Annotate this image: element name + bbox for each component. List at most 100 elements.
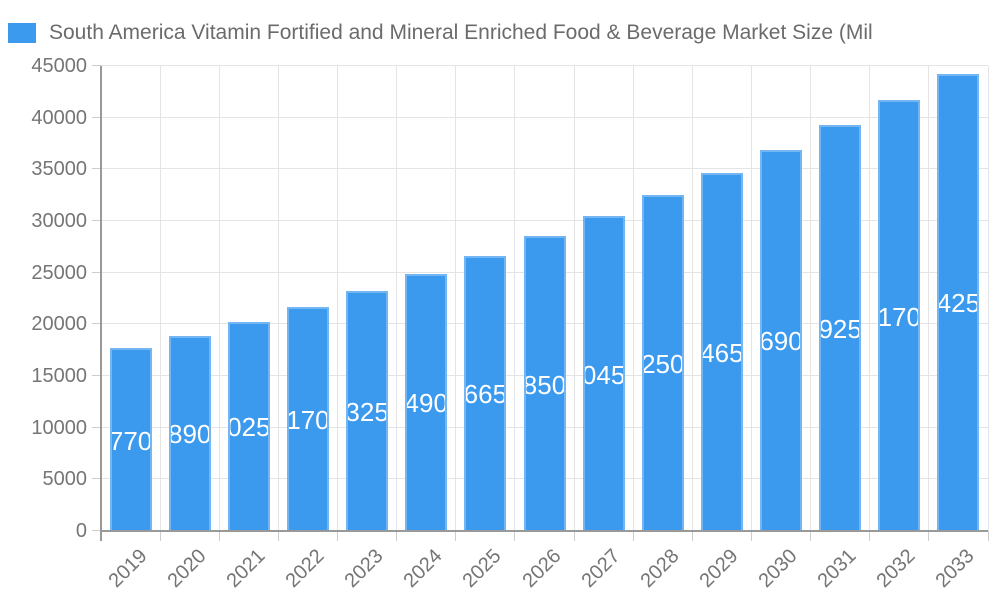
- x-tick-label-2020[interactable]: 2020: [163, 545, 211, 593]
- y-tick-label: 25000: [31, 261, 87, 284]
- y-axis-line: [100, 66, 102, 541]
- x-gridline: [218, 66, 220, 531]
- legend-row: South America Vitamin Fortified and Mine…: [0, 0, 1000, 56]
- bar-2024[interactable]: 24905: [405, 273, 448, 531]
- x-tick-label-2029[interactable]: 2029: [695, 545, 743, 593]
- y-tick-label: 5000: [42, 468, 88, 491]
- bar-value-label: 26655: [464, 379, 507, 410]
- x-tick-label-2032[interactable]: 2032: [872, 545, 920, 593]
- x-tick-label-2022[interactable]: 2022: [281, 545, 329, 593]
- bar-value-label: 24905: [405, 388, 448, 419]
- x-tick-mark: [810, 531, 812, 541]
- y-tick-mark: [92, 116, 101, 118]
- x-tick-label-2021[interactable]: 2021: [222, 545, 270, 593]
- y-tick-label: 40000: [31, 106, 87, 129]
- y-tick-mark: [92, 271, 101, 273]
- bar-value-label: 20255: [227, 412, 270, 443]
- bar-2019[interactable]: 17705: [109, 348, 152, 531]
- x-gridline: [455, 66, 457, 531]
- x-gridline: [337, 66, 339, 531]
- bar-value-label: 34655: [700, 337, 743, 368]
- x-tick-mark: [869, 531, 871, 541]
- bar-value-label: 32505: [641, 349, 684, 380]
- x-tick-mark: [277, 531, 279, 541]
- y-tick-mark: [92, 220, 101, 221]
- bar-2025[interactable]: 26655: [464, 255, 507, 531]
- y-gridline: [101, 220, 988, 221]
- y-tick-label: 35000: [31, 158, 87, 181]
- x-tick-label-2026[interactable]: 2026: [518, 545, 566, 593]
- bar-value-label: 28505: [523, 369, 566, 400]
- bar-value-label: 23255: [346, 396, 389, 427]
- y-tick-mark: [92, 478, 101, 480]
- y-gridline: [101, 168, 988, 170]
- x-gridline: [750, 66, 752, 531]
- bar-2030[interactable]: 36905: [760, 149, 803, 531]
- x-tick-mark: [218, 531, 220, 541]
- bar-value-label: 44255: [937, 288, 980, 319]
- x-tick-label-2019[interactable]: 2019: [104, 545, 152, 593]
- x-tick-label-2030[interactable]: 2030: [754, 545, 802, 593]
- y-tick-label: 0: [75, 520, 87, 542]
- bar-2026[interactable]: 28505: [523, 236, 566, 531]
- bar-2032[interactable]: 41705: [878, 100, 921, 531]
- y-tick-mark: [92, 168, 101, 170]
- bar-2028[interactable]: 32505: [641, 195, 684, 531]
- bar-2027[interactable]: 30455: [582, 216, 625, 531]
- y-tick-mark: [92, 65, 101, 66]
- x-tick-label-2023[interactable]: 2023: [340, 545, 388, 593]
- bar-2029[interactable]: 34655: [700, 172, 743, 531]
- bar-2033[interactable]: 44255: [937, 73, 980, 531]
- bar-value-label: 17705: [109, 425, 152, 456]
- y-tick-mark: [92, 375, 101, 376]
- x-axis-line: [100, 530, 988, 532]
- y-tick-mark: [92, 530, 101, 531]
- y-tick-label: 10000: [31, 416, 87, 439]
- x-tick-label-2027[interactable]: 2027: [577, 545, 625, 593]
- y-tick-mark: [92, 323, 101, 325]
- bar-value-label: 36905: [760, 326, 803, 357]
- x-gridline: [573, 66, 575, 531]
- y-tick-mark: [92, 426, 101, 428]
- bar-2031[interactable]: 39255: [819, 125, 862, 531]
- x-gridline: [987, 66, 989, 531]
- x-gridline: [159, 66, 161, 531]
- x-tick-mark: [514, 531, 516, 541]
- x-gridline: [396, 66, 398, 531]
- bar-value-label: 30455: [582, 359, 625, 390]
- x-tick-mark: [691, 531, 693, 541]
- bar-value-label: 39255: [819, 314, 862, 345]
- x-gridline: [869, 66, 871, 531]
- bar-2023[interactable]: 23255: [346, 290, 389, 531]
- x-tick-mark: [632, 531, 634, 541]
- bar-2020[interactable]: 18905: [168, 335, 211, 531]
- x-tick-mark: [573, 531, 575, 541]
- y-tick-label: 30000: [31, 210, 87, 232]
- bar-value-label: 21705: [286, 404, 329, 435]
- x-gridline: [632, 66, 634, 531]
- x-tick-mark: [337, 531, 339, 541]
- bar-value-label: 18905: [168, 419, 211, 450]
- bar-value-label: 41705: [878, 301, 921, 332]
- x-gridline: [277, 66, 279, 531]
- x-tick-label-2031[interactable]: 2031: [813, 545, 861, 593]
- x-gridline: [928, 66, 930, 531]
- y-gridline: [101, 65, 988, 66]
- x-tick-label-2033[interactable]: 2033: [931, 545, 979, 593]
- x-tick-label-2025[interactable]: 2025: [458, 545, 506, 593]
- bar-2022[interactable]: 21705: [286, 306, 329, 531]
- y-tick-label: 45000: [31, 55, 87, 77]
- x-tick-label-2024[interactable]: 2024: [399, 545, 447, 593]
- legend-color-box[interactable]: [8, 23, 36, 43]
- x-tick-mark: [928, 531, 930, 541]
- y-tick-label: 20000: [31, 313, 87, 336]
- chart-title: South America Vitamin Fortified and Mine…: [49, 21, 873, 44]
- bar-2021[interactable]: 20255: [227, 321, 270, 531]
- x-tick-mark: [750, 531, 752, 541]
- x-tick-mark: [159, 531, 161, 541]
- y-gridline: [101, 116, 988, 118]
- x-tick-label-2028[interactable]: 2028: [636, 545, 684, 593]
- x-gridline: [514, 66, 516, 531]
- y-tick-label: 15000: [31, 365, 87, 387]
